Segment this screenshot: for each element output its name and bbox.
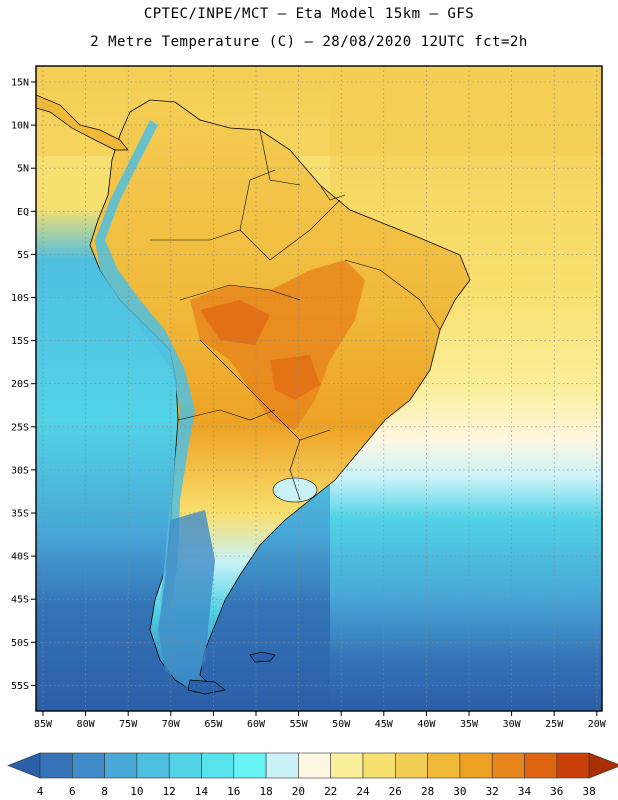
- colorbar-level-label: 34: [518, 785, 532, 798]
- lon-label: 40W: [417, 719, 436, 730]
- map-frame: [35, 65, 603, 712]
- colorbar-level-label: 8: [101, 785, 108, 798]
- lon-label: 65W: [204, 719, 223, 730]
- lon-label: 20W: [588, 719, 607, 730]
- falkland-islands: [249, 651, 276, 663]
- lat-label: 50S: [11, 638, 29, 649]
- colorbar-bin: [298, 752, 331, 779]
- colorbar-level-label: 30: [453, 785, 466, 798]
- andes-cool-strip: [95, 120, 195, 620]
- lat-label: 45S: [11, 595, 29, 606]
- lat-label: 5N: [17, 164, 29, 175]
- lon-label: 70W: [162, 719, 181, 730]
- central-america: [36, 94, 129, 151]
- colorbar-level-label: 20: [292, 785, 305, 798]
- lon-label: 55W: [290, 719, 309, 730]
- colorbar-bin: [104, 752, 138, 779]
- colorbar-bin: [524, 752, 558, 779]
- lat-label: 10N: [11, 121, 29, 132]
- lon-label: 45W: [375, 719, 394, 730]
- colorbar-level-label: 32: [486, 785, 499, 798]
- lat-label: 30S: [11, 465, 29, 476]
- tierra-del-fuego: [187, 679, 226, 695]
- lat-label: 40S: [11, 552, 29, 563]
- patagonia-cold: [158, 510, 215, 690]
- colorbar-level-label: 38: [582, 785, 595, 798]
- colorbar-over-arrow: [588, 752, 618, 779]
- country-borders: [150, 129, 441, 501]
- colorbar-level-label: 12: [163, 785, 176, 798]
- lat-label: 10S: [11, 293, 29, 304]
- lon-label: 50W: [332, 719, 351, 730]
- map-field: [36, 66, 602, 711]
- colorbar-bin: [556, 752, 590, 779]
- colorbar-bin: [72, 752, 105, 779]
- lon-label: 60W: [247, 719, 266, 730]
- colorbar-under-arrow: [7, 752, 41, 779]
- lat-label: 20S: [11, 379, 29, 390]
- lat-label: 15S: [11, 336, 29, 347]
- longitude-labels: 85W 80W 75W 70W 65W 60W 55W 50W 45W 40W 35W 30W 25W 2…: [34, 711, 607, 730]
- chaco-hotspot: [270, 355, 320, 400]
- colorbar-level-label: 36: [550, 785, 563, 798]
- colorbar-level-label: 22: [324, 785, 337, 798]
- map-title-line-2: 2 Metre Temperature (C) – 28/08/2020 12U…: [90, 34, 528, 50]
- colorbar-bin: [459, 752, 493, 779]
- lon-label: 75W: [119, 719, 138, 730]
- colorbar-bin: [136, 752, 170, 779]
- colorbar-bin: [233, 752, 267, 779]
- colorbar-bin: [330, 752, 364, 779]
- colorbar-bin: [491, 752, 525, 779]
- colorbar-level-label: 4: [37, 785, 44, 798]
- colorbar-level-label: 26: [389, 785, 402, 798]
- lon-label: 80W: [77, 719, 96, 730]
- colorbar-bin: [168, 752, 202, 779]
- lon-label: 25W: [545, 719, 564, 730]
- colorbar-bin: [394, 752, 428, 779]
- colorbar-level-label: 14: [195, 785, 209, 798]
- uruguay-region: [272, 477, 318, 503]
- colorbar-level-label: 24: [356, 785, 370, 798]
- lon-label: 85W: [34, 719, 53, 730]
- lat-label: 5S: [17, 250, 29, 261]
- colorbar-level-label: 28: [421, 785, 434, 798]
- colorbar-level-label: 6: [69, 785, 76, 798]
- lat-label: 55S: [11, 681, 29, 692]
- lat-label: 15N: [11, 78, 29, 89]
- colorbar-bin: [362, 752, 396, 779]
- colorbar-labels: 4 6 8 10 12 14 16 18 20 22 24 26 28 30 32 34 36 38: [37, 785, 596, 798]
- colorbar-level-label: 18: [259, 785, 272, 798]
- lat-label: 35S: [11, 509, 29, 520]
- colorbar-bin: [265, 752, 299, 779]
- colorbar-level-label: 16: [227, 785, 240, 798]
- map-title-line-1: CPTEC/INPE/MCT – Eta Model 15km – GFS: [143, 6, 475, 22]
- colorbar: [7, 752, 618, 779]
- colorbar-bin: [39, 752, 73, 779]
- colorbar-level-label: 10: [130, 785, 143, 798]
- colorbar-bin: [201, 752, 235, 779]
- colorbar-bin: [427, 752, 461, 779]
- lon-label: 30W: [503, 719, 522, 730]
- lon-label: 35W: [460, 719, 479, 730]
- lat-label: EQ: [17, 207, 29, 218]
- latitude-labels: 15N 10N 5N EQ 5S 10S 15S 20S 25S 30S 35S 40S 45S 50S 5…: [11, 78, 36, 692]
- lat-label: 25S: [11, 422, 29, 433]
- interior-hotspot: [200, 300, 270, 345]
